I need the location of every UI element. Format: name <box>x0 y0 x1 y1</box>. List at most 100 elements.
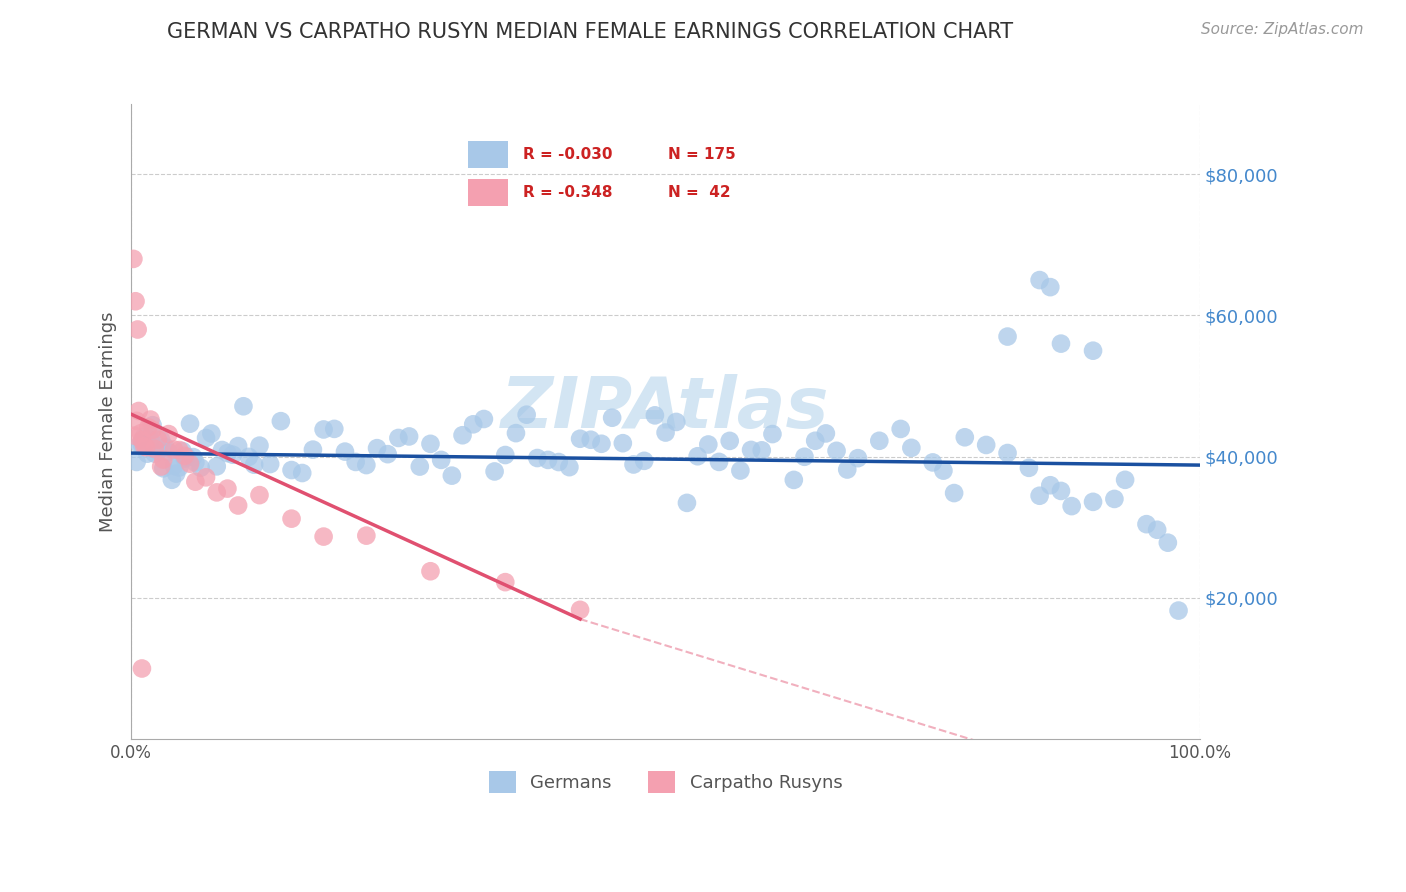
Point <box>547 455 569 469</box>
Point <box>138 420 160 434</box>
Point <box>569 603 592 617</box>
Point <box>129 426 152 441</box>
Point <box>172 444 194 458</box>
Text: ZIPAtlas: ZIPAtlas <box>502 374 830 443</box>
Point <box>837 462 859 476</box>
Point <box>312 530 335 544</box>
Point <box>238 450 260 464</box>
Point <box>633 454 655 468</box>
Point <box>707 455 730 469</box>
Point <box>143 447 166 461</box>
Point <box>494 448 516 462</box>
Point <box>761 427 783 442</box>
Point <box>323 422 346 436</box>
Point <box>600 410 623 425</box>
Point <box>387 431 409 445</box>
Point <box>1060 499 1083 513</box>
Point <box>1081 495 1104 509</box>
Point <box>132 439 155 453</box>
Point <box>125 455 148 469</box>
Point <box>124 428 146 442</box>
Point <box>173 451 195 466</box>
Point <box>291 466 314 480</box>
Point <box>1050 336 1073 351</box>
Point <box>157 445 180 459</box>
Point <box>152 461 174 475</box>
Point <box>280 463 302 477</box>
Point <box>997 329 1019 343</box>
Point <box>136 447 159 461</box>
Point <box>398 429 420 443</box>
Point <box>740 442 762 457</box>
Point <box>143 442 166 456</box>
Point <box>612 436 634 450</box>
Point <box>921 455 943 469</box>
Point <box>494 575 516 590</box>
Point <box>1104 491 1126 506</box>
Point <box>974 438 997 452</box>
Point <box>665 415 688 429</box>
Point <box>868 434 890 448</box>
Point <box>249 439 271 453</box>
Point <box>222 448 245 462</box>
Point <box>181 450 204 464</box>
Point <box>953 430 976 444</box>
Point <box>579 433 602 447</box>
Point <box>516 408 538 422</box>
Point <box>184 455 207 469</box>
Point <box>190 460 212 475</box>
Point <box>804 434 827 448</box>
Point <box>146 443 169 458</box>
Point <box>211 442 233 457</box>
Point <box>686 449 709 463</box>
Point <box>1114 473 1136 487</box>
Point <box>440 468 463 483</box>
Point <box>139 433 162 447</box>
Point <box>409 459 432 474</box>
Point <box>165 467 187 481</box>
Point <box>932 464 955 478</box>
Point <box>1146 523 1168 537</box>
Point <box>128 404 150 418</box>
Point <box>366 441 388 455</box>
Point <box>128 438 150 452</box>
Point <box>205 485 228 500</box>
Point <box>169 443 191 458</box>
Point <box>131 434 153 448</box>
Point <box>846 451 869 466</box>
Text: Source: ZipAtlas.com: Source: ZipAtlas.com <box>1201 22 1364 37</box>
Point <box>195 431 218 445</box>
Point <box>623 458 645 472</box>
Point <box>451 428 474 442</box>
Point <box>997 446 1019 460</box>
Point <box>142 423 165 437</box>
Point <box>150 433 173 447</box>
Point <box>139 412 162 426</box>
Point <box>124 294 146 309</box>
Point <box>900 441 922 455</box>
Point <box>377 447 399 461</box>
Point <box>280 511 302 525</box>
Point <box>356 528 378 542</box>
Point <box>1050 483 1073 498</box>
Point <box>249 488 271 502</box>
Point <box>243 458 266 472</box>
Point <box>676 496 699 510</box>
Point <box>1135 517 1157 532</box>
Point <box>127 322 149 336</box>
Point <box>259 457 281 471</box>
Point <box>526 450 548 465</box>
Point <box>751 443 773 458</box>
Point <box>163 442 186 457</box>
Point <box>176 450 198 464</box>
Point <box>430 453 453 467</box>
Point <box>169 460 191 475</box>
Point <box>312 422 335 436</box>
Point <box>1028 489 1050 503</box>
Point <box>793 450 815 464</box>
Point <box>1028 273 1050 287</box>
Point <box>825 443 848 458</box>
Y-axis label: Median Female Earnings: Median Female Earnings <box>100 311 117 532</box>
Point <box>463 417 485 432</box>
Point <box>419 564 441 578</box>
